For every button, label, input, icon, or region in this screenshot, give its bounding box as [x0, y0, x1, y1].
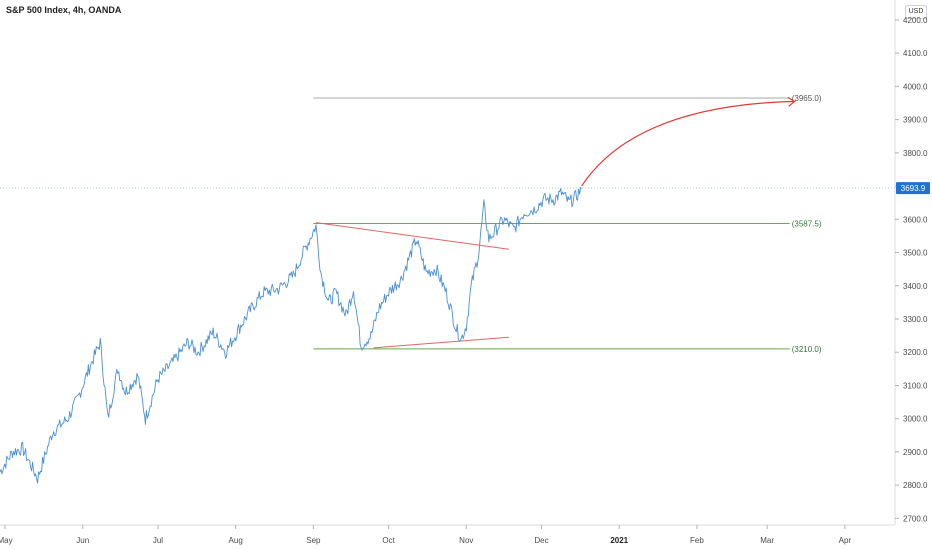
y-tick-label: 4100.0	[903, 49, 928, 58]
y-tick-label: 3600.0	[903, 215, 928, 224]
y-tick-label: 3300.0	[903, 315, 928, 324]
x-tick-label: 2021	[610, 536, 628, 545]
projection-arrow	[581, 96, 796, 187]
x-tick-label: Oct	[382, 536, 395, 545]
current-price-label: 3693.9	[901, 184, 926, 193]
x-tick-label: May	[0, 536, 13, 545]
x-tick-label: Apr	[839, 536, 852, 545]
currency-badge[interactable]: USD	[905, 5, 927, 19]
y-tick-label: 3900.0	[903, 116, 928, 125]
y-tick-label: 4200.0	[903, 16, 928, 25]
level-label: (3965.0)	[792, 94, 822, 103]
y-tick-label: 3200.0	[903, 348, 928, 357]
current-price-marker: 3693.9	[0, 182, 930, 195]
time-axis[interactable]: May Jun Jul Aug Sep Oct Nov Dec 2021 Feb Mar Apr	[0, 525, 851, 545]
y-tick-label: 3000.0	[903, 415, 928, 424]
y-tick-label: 2800.0	[903, 481, 928, 490]
chart-title: S&P 500 Index, 4h, OANDA	[6, 5, 122, 15]
horizontal-levels: (3965.0) (3587.5) (3210.0)	[313, 94, 822, 354]
price-line	[0, 187, 582, 484]
y-tick-label: 3800.0	[903, 149, 928, 158]
trendline	[373, 336, 509, 349]
x-tick-label: Nov	[459, 536, 473, 545]
level-label: (3210.0)	[792, 345, 822, 354]
trendline	[315, 222, 509, 250]
y-tick-label: 2900.0	[903, 448, 928, 457]
x-tick-label: Sep	[306, 536, 321, 545]
projection-curve	[581, 100, 795, 187]
price-series	[0, 187, 582, 484]
current-price-badge	[896, 182, 930, 195]
y-tick-label: 3500.0	[903, 249, 928, 258]
x-tick-label: Jun	[76, 536, 89, 545]
y-tick-label: 2700.0	[903, 514, 928, 523]
y-tick-label: 4000.0	[903, 82, 928, 91]
x-tick-label: Mar	[760, 536, 774, 545]
x-tick-label: Dec	[534, 536, 548, 545]
trendlines	[315, 222, 509, 349]
x-tick-label: Jul	[153, 536, 163, 545]
price-axis[interactable]: 2700.0 2800.0 2900.0 3000.0 3100.0 3200.0 3300…	[895, 16, 928, 523]
y-tick-label: 3100.0	[903, 381, 928, 390]
arrow-head-icon	[787, 96, 796, 107]
level-label: (3587.5)	[792, 219, 822, 228]
x-tick-label: Aug	[229, 536, 243, 545]
y-tick-label: 3400.0	[903, 282, 928, 291]
x-tick-label: Feb	[690, 536, 704, 545]
